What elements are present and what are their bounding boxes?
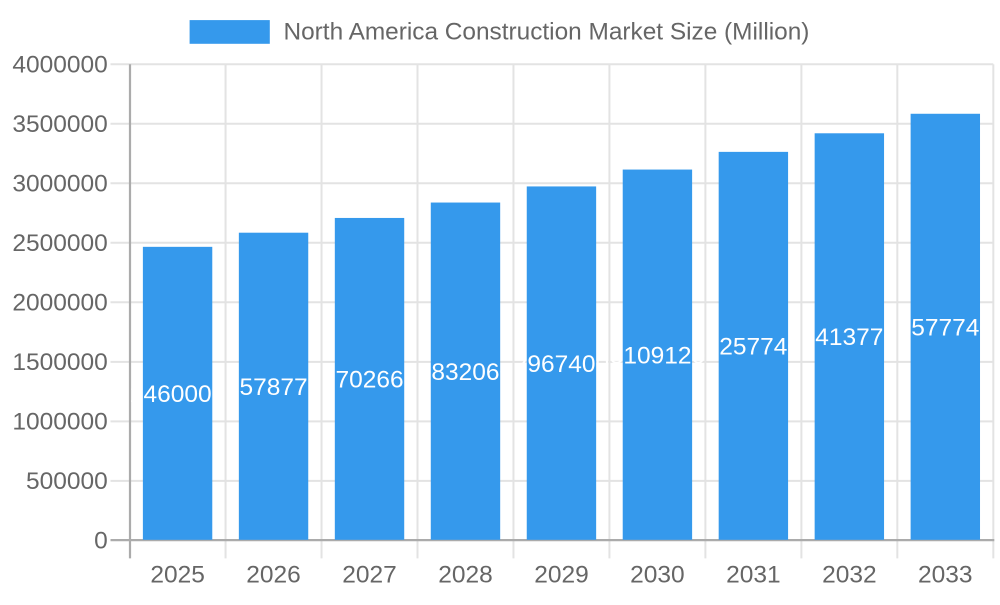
svg-text:3500000: 3500000 <box>12 111 107 138</box>
svg-text:3257740: 3257740 <box>706 333 801 360</box>
svg-text:2028: 2028 <box>438 561 493 588</box>
svg-text:2967400: 2967400 <box>514 351 609 378</box>
svg-text:3109120: 3109120 <box>610 342 705 369</box>
svg-text:3000000: 3000000 <box>12 170 107 197</box>
svg-text:3577740: 3577740 <box>898 314 993 341</box>
svg-text:2702660: 2702660 <box>322 367 417 394</box>
svg-text:3413770: 3413770 <box>802 324 897 351</box>
svg-text:1500000: 1500000 <box>12 349 107 376</box>
svg-text:4000000: 4000000 <box>12 51 107 78</box>
svg-text:2460000: 2460000 <box>130 381 225 408</box>
svg-text:2578770: 2578770 <box>226 374 321 401</box>
svg-text:2025: 2025 <box>150 561 205 588</box>
svg-text:2000000: 2000000 <box>12 290 107 317</box>
svg-text:North America Construction Mar: North America Construction Market Size (… <box>284 18 810 45</box>
svg-text:2033: 2033 <box>918 561 973 588</box>
svg-text:2500000: 2500000 <box>12 230 107 257</box>
svg-text:2029: 2029 <box>534 561 589 588</box>
svg-text:2031: 2031 <box>726 561 781 588</box>
svg-text:500000: 500000 <box>26 468 108 495</box>
svg-text:1000000: 1000000 <box>12 409 107 436</box>
svg-text:2026: 2026 <box>246 561 301 588</box>
svg-text:2030: 2030 <box>630 561 685 588</box>
svg-text:2032: 2032 <box>822 561 877 588</box>
svg-text:2832060: 2832060 <box>418 359 513 386</box>
svg-text:2027: 2027 <box>342 561 397 588</box>
svg-text:0: 0 <box>94 528 108 555</box>
